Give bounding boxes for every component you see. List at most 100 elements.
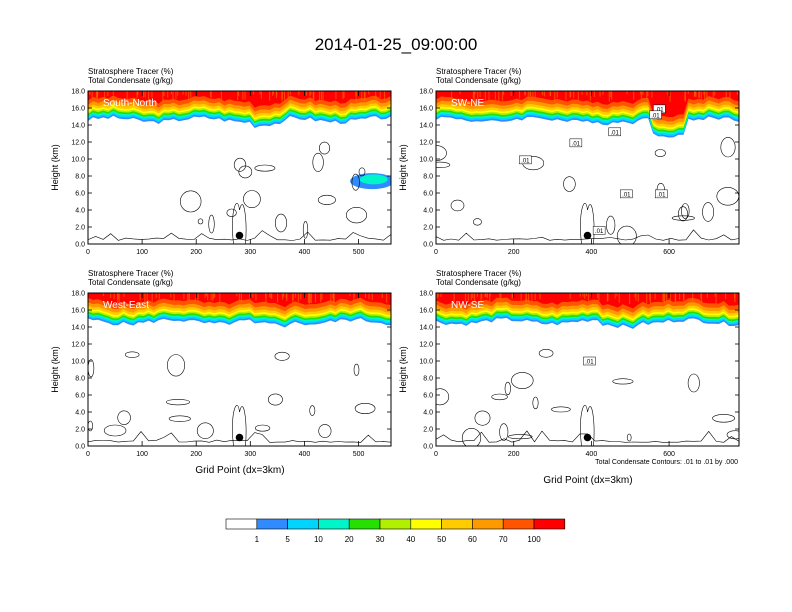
tracer-streak — [272, 91, 274, 96]
tracer-streak — [252, 91, 255, 95]
tracer-streak — [259, 91, 261, 95]
tracer-streak — [361, 91, 363, 101]
surface-contour — [88, 230, 391, 241]
condensate-contour — [274, 351, 290, 361]
location-marker — [583, 433, 592, 442]
tracer-streak — [163, 91, 165, 96]
tracer-streak — [136, 91, 138, 98]
x-tick-label: 400 — [586, 451, 598, 458]
tracer-streak — [698, 91, 700, 98]
location-marker — [583, 231, 592, 240]
tracer-streak — [704, 91, 706, 101]
condensate-contour — [124, 351, 140, 358]
condensate-contour — [318, 424, 332, 438]
contour-label: .01 — [657, 192, 666, 198]
plot-frame — [435, 292, 740, 447]
tracer-streak — [543, 91, 545, 97]
y-axis-title: Height (km) — [398, 144, 408, 191]
tracer-streak — [606, 293, 608, 302]
tracer-streak — [144, 293, 146, 303]
y-tick-label: 4.0 — [75, 410, 85, 417]
contour-label-box — [649, 110, 662, 120]
tracer-streak — [474, 91, 476, 95]
tracer-streak — [204, 293, 206, 299]
condensate-contour — [103, 424, 127, 437]
tracer-streak — [481, 293, 483, 299]
tracer-streak — [693, 91, 696, 97]
tracer-streak — [185, 91, 187, 96]
plot-area — [88, 91, 391, 244]
tracer-streak — [573, 91, 575, 99]
tracer-streak — [587, 293, 590, 302]
condensate-contour — [345, 207, 367, 224]
tracer-streak — [554, 91, 556, 102]
y-tick-label: 6.0 — [423, 393, 433, 400]
contour-label-box — [583, 356, 596, 366]
tracer-streak — [635, 293, 637, 301]
field-label-tracer: Stratosphere Tracer (%) — [88, 67, 174, 76]
tracer-streak — [197, 293, 199, 303]
tracer-streak — [467, 293, 469, 302]
contour-label: .01 — [655, 107, 664, 113]
contour-label-box — [608, 127, 621, 137]
condensate-contour — [606, 215, 616, 235]
condensate-contour — [238, 165, 253, 179]
tracer-streak — [618, 293, 620, 303]
tracer-streak — [593, 91, 595, 98]
tracer-streak — [309, 91, 311, 97]
tracer-streak — [667, 91, 669, 96]
tracer-streak — [137, 91, 139, 95]
tracer-streak — [276, 91, 278, 95]
tracer-streak — [500, 293, 502, 303]
condensate-contour — [358, 167, 366, 177]
tracer-streak — [629, 293, 631, 304]
tracer-streak — [237, 91, 240, 96]
colorbar-cell — [256, 518, 288, 530]
tracer-streak — [480, 293, 482, 304]
tracer-streak — [281, 91, 283, 102]
y-tick-label: 8.0 — [75, 174, 85, 181]
tracer-streak — [598, 293, 600, 302]
colorbar-label: 60 — [468, 535, 477, 544]
tracer-streak — [470, 293, 472, 300]
y-tick-label: 10.0 — [419, 359, 433, 366]
tracer-streak — [736, 91, 738, 95]
condensate-contour — [302, 221, 309, 239]
tracer-streak — [459, 91, 461, 95]
tracer-streak — [532, 91, 534, 97]
contour-label-box — [519, 155, 532, 165]
tracer-streak — [706, 293, 708, 298]
tracer-streak — [190, 91, 192, 98]
x-tick-label: 500 — [353, 451, 365, 458]
tracer-streak — [102, 293, 105, 296]
tracer-streak — [663, 293, 665, 304]
tracer-streak — [252, 293, 254, 298]
condensate-contour — [88, 359, 95, 378]
tracer-streak — [292, 293, 294, 303]
tracer-streak — [525, 293, 527, 303]
tracer-streak — [188, 293, 190, 302]
tracer-streak — [582, 293, 584, 297]
tracer-streak — [287, 91, 289, 100]
tracer-streak — [386, 293, 388, 303]
tracer-streak — [476, 293, 478, 297]
tracer-streak — [614, 293, 616, 299]
condensate-contour — [687, 373, 700, 393]
tracer-streak — [608, 91, 610, 102]
plot-frame — [87, 90, 392, 245]
panels-group: Stratosphere Tracer (%)Total Condensate … — [50, 67, 740, 458]
tracer-streak — [212, 293, 214, 302]
y-tick-label: 4.0 — [75, 208, 85, 215]
condensate-contour — [354, 402, 376, 414]
panel-name: South-North — [103, 98, 157, 109]
tracer-streak — [194, 293, 197, 301]
y-tick-label: 0.0 — [423, 242, 433, 249]
tracer-streak — [626, 91, 628, 95]
tracer-streak — [310, 91, 312, 95]
tracer-streak — [110, 293, 112, 298]
condensate-contour — [702, 202, 714, 222]
tracer-streak — [472, 293, 474, 298]
tracer-streak — [610, 91, 612, 98]
condensate-contour — [312, 152, 324, 172]
plot-area — [88, 293, 391, 446]
